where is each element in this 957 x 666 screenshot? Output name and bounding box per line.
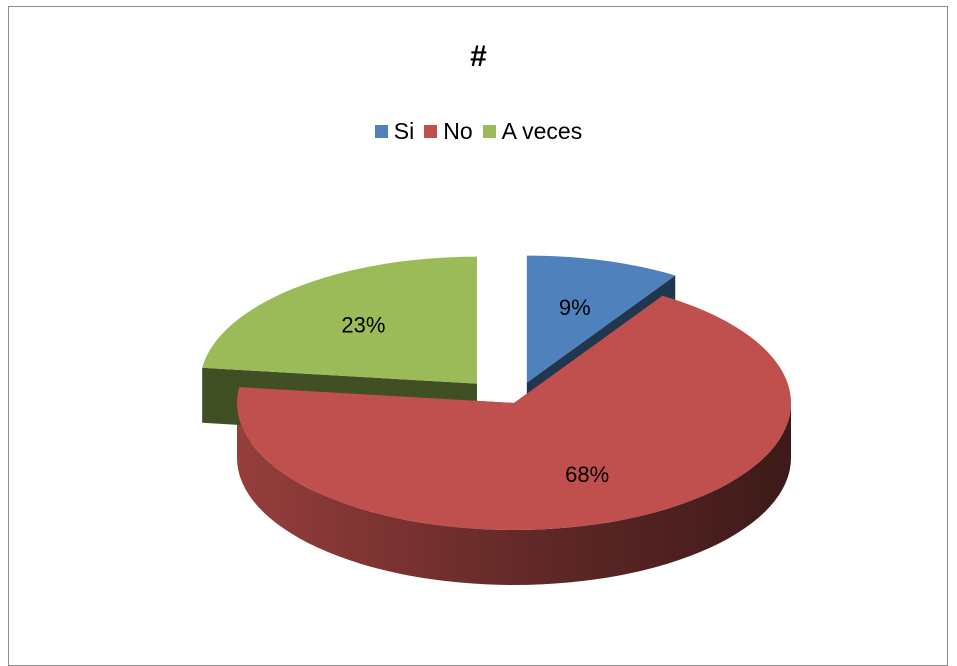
legend-item-a-veces: A veces xyxy=(482,118,583,145)
legend-label-a-veces: A veces xyxy=(501,118,583,144)
data-label-no: 68% xyxy=(565,462,609,487)
chart-title: # xyxy=(470,40,487,73)
legend-label-no: No xyxy=(443,118,473,144)
pie-slice-si xyxy=(526,255,676,383)
data-label-si: 9% xyxy=(559,295,591,320)
data-label-a-veces: 23% xyxy=(341,313,385,338)
legend-item-no: No xyxy=(424,118,473,145)
pie-slice-a-veces xyxy=(202,256,477,384)
legend-swatch-si xyxy=(374,125,388,138)
legend-label-si: Si xyxy=(393,118,415,144)
pie-slice-side-no-0 xyxy=(237,403,791,585)
legend-item-si: Si xyxy=(374,118,415,145)
legend-swatch-a-veces xyxy=(482,125,496,138)
legend: Si No A veces xyxy=(0,118,957,145)
pie-slice-no xyxy=(237,295,791,530)
legend-swatch-no xyxy=(424,125,438,138)
